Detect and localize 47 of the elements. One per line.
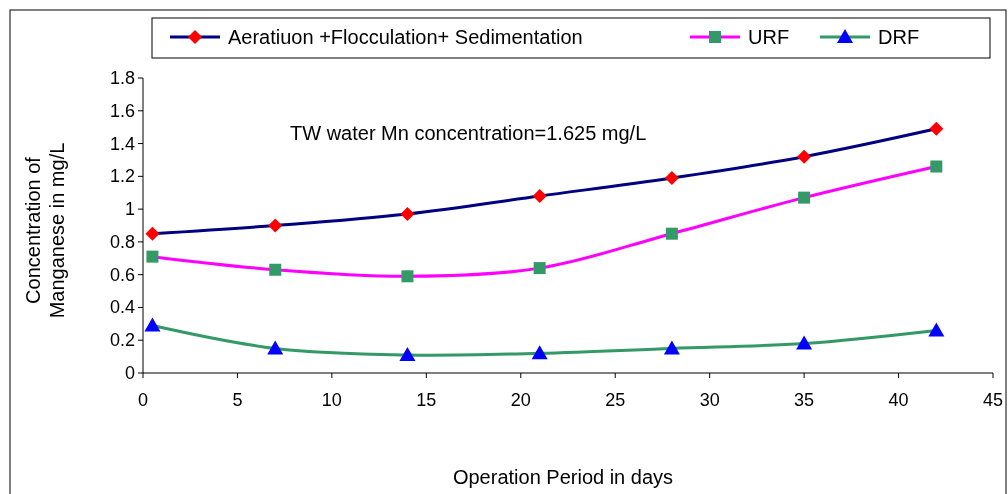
x-tick-label: 0 [137,390,149,410]
y-tick-label: 0.4 [109,297,135,318]
point [928,322,945,337]
point [399,346,416,361]
x-tick-label: 5 [232,390,243,410]
point [146,250,159,263]
x-tick-label: 40 [888,390,909,410]
legend-label: URF [748,26,790,48]
y-tick-label: 0.6 [109,264,135,285]
point [797,149,812,164]
point [798,191,811,204]
point [930,160,943,173]
point [531,345,548,360]
x-axis-title: Operation Period in days [452,466,674,488]
legend-label: Aeratiuon +Flocculation+ Sedimentation [228,26,583,48]
point [796,335,813,350]
point [663,340,680,355]
point [929,121,944,136]
y-tick-label: 0.2 [109,330,135,351]
point [532,189,547,203]
y-tick-label: 0 [124,363,135,383]
y-tick-label: 1.8 [109,68,135,88]
annotation: TW water Mn concentration=1.625 mg/L [290,122,647,144]
x-tick-label: 45 [982,390,1004,410]
x-tick-label: 30 [699,390,720,410]
point [269,263,282,276]
x-tick-label: 15 [416,390,437,410]
point [665,227,678,240]
legend-label: DRF [878,26,920,48]
y-axis-title: Concentration of Manganese in mg/L [22,142,68,319]
y-tick-label: 1 [124,199,135,220]
x-tick-label: 25 [605,390,626,410]
point [268,218,283,233]
y-tick-label: 1.6 [109,100,135,121]
point [401,270,414,283]
y-tick-label: 1.2 [109,166,135,187]
x-tick-label: 20 [510,390,531,410]
point [400,207,415,222]
point [144,317,161,332]
point [533,262,546,275]
y-tick-label: 1.4 [109,133,135,154]
point [267,340,284,355]
point [664,170,679,185]
point [145,226,160,241]
x-tick-label: 35 [794,390,815,410]
x-tick-label: 10 [321,390,342,410]
y-tick-label: 0.8 [109,231,135,252]
